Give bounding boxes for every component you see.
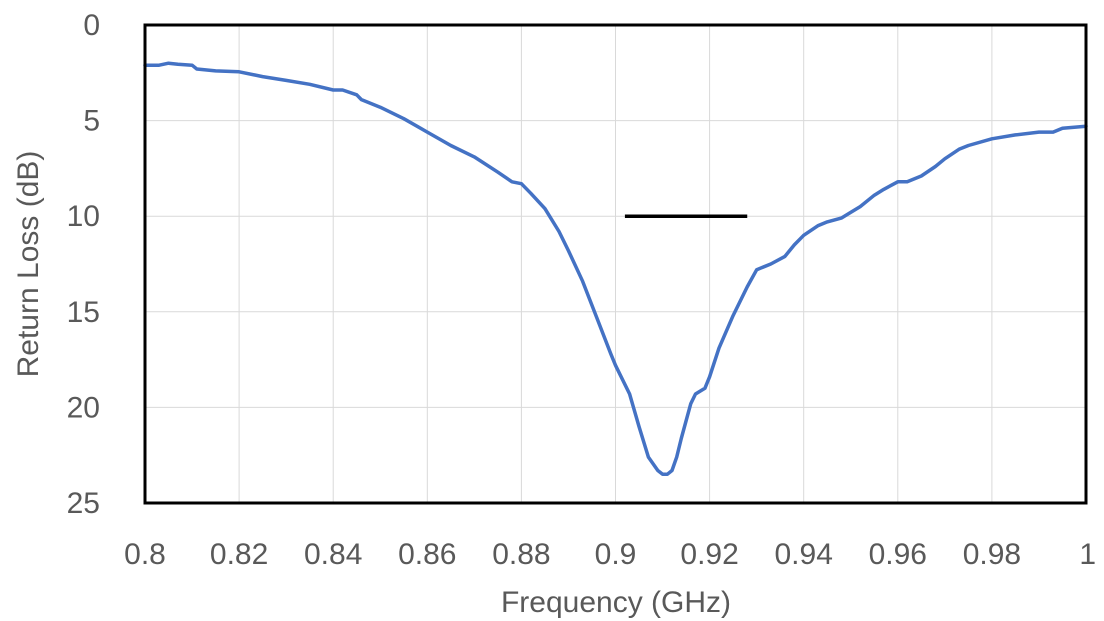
grid-lines	[144, 24, 1087, 504]
series-group	[143, 61, 1088, 477]
x-tick-label: 0.9	[595, 538, 637, 571]
x-tick-label: 1	[1079, 538, 1096, 571]
y-tick-labels: 0 5 10 15 20 25	[67, 9, 100, 520]
x-tick-label: 0.92	[680, 538, 738, 571]
x-tick-label: 0.84	[304, 538, 362, 571]
y-axis-title: Return Loss (dB)	[12, 151, 45, 378]
x-tick-label: 0.94	[775, 538, 833, 571]
x-axis-title: Frequency (GHz)	[501, 586, 731, 619]
x-tick-label: 0.8	[124, 538, 166, 571]
x-tick-label: 0.88	[492, 538, 550, 571]
y-tick-label: 0	[83, 9, 100, 42]
y-tick-label: 5	[83, 105, 100, 138]
plot-frame	[143, 23, 1088, 505]
x-tick-label: 0.98	[963, 538, 1021, 571]
y-tick-label: 25	[67, 487, 100, 520]
x-tick-labels: 0.8 0.82 0.84 0.86 0.88 0.9 0.92 0.94 0.96 0.98 1	[124, 538, 1096, 571]
y-tick-label: 10	[67, 200, 100, 233]
series-line	[143, 61, 1088, 477]
x-tick-label: 0.82	[210, 538, 268, 571]
x-tick-label: 0.86	[398, 538, 456, 571]
x-tick-label: 0.96	[869, 538, 927, 571]
y-tick-label: 15	[67, 296, 100, 329]
y-tick-label: 20	[67, 391, 100, 424]
